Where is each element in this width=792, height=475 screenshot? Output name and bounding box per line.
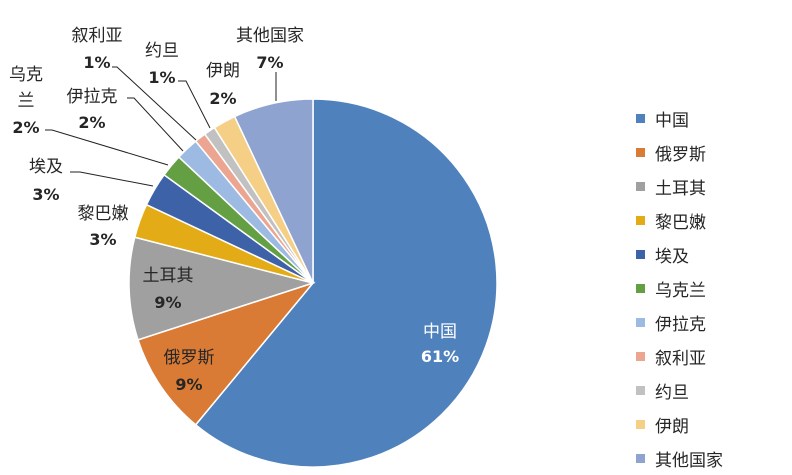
legend-swatch-icon	[636, 215, 645, 225]
svg-text:兰: 兰	[18, 91, 35, 111]
svg-text:乌克: 乌克	[9, 65, 43, 85]
label-jordan: 约旦 1%	[145, 41, 179, 87]
legend-item: 俄罗斯	[636, 135, 723, 169]
svg-text:伊拉克: 伊拉克	[67, 87, 118, 107]
svg-text:黎巴嫩: 黎巴嫩	[78, 204, 129, 224]
legend-item: 伊朗	[636, 407, 723, 441]
svg-text:俄罗斯: 俄罗斯	[164, 348, 215, 368]
legend-swatch-icon	[636, 317, 645, 327]
legend-label: 埃及	[655, 246, 689, 267]
legend-item: 其他国家	[636, 441, 723, 475]
legend-item: 叙利亚	[636, 339, 723, 373]
legend-item: 伊拉克	[636, 305, 723, 339]
svg-text:土耳其: 土耳其	[143, 266, 194, 286]
svg-text:61%: 61%	[421, 347, 459, 366]
label-iraq: 伊拉克 2%	[67, 87, 118, 132]
legend-swatch-icon	[636, 385, 645, 395]
legend-swatch-icon	[636, 351, 645, 361]
label-others: 其他国家 7%	[236, 26, 304, 72]
svg-text:其他国家: 其他国家	[236, 26, 304, 46]
label-iran: 伊朗 2%	[206, 61, 240, 108]
legend-item: 土耳其	[636, 169, 723, 203]
svg-text:7%: 7%	[256, 53, 283, 72]
svg-text:1%: 1%	[83, 53, 110, 72]
label-china: 中国 61%	[421, 322, 459, 366]
legend-item: 乌克兰	[636, 271, 723, 305]
leader-line-jordan	[178, 80, 211, 129]
legend-label: 约旦	[655, 382, 689, 403]
legend-swatch-icon	[636, 181, 645, 191]
pie-slice	[194, 98, 498, 468]
pie-slice	[137, 281, 316, 426]
pie-slice	[233, 98, 314, 284]
svg-text:3%: 3%	[32, 185, 59, 204]
label-syria: 叙利亚 1%	[72, 26, 123, 72]
leader-lines	[45, 66, 277, 187]
svg-text:埃及: 埃及	[29, 157, 63, 177]
pie-slice	[128, 236, 316, 341]
legend-label: 伊拉克	[655, 314, 706, 335]
label-ukraine: 乌克 兰 2%	[9, 65, 43, 137]
pie-slices	[128, 98, 498, 468]
svg-text:9%: 9%	[154, 293, 181, 312]
legend-label: 叙利亚	[655, 348, 706, 369]
svg-text:约旦: 约旦	[145, 41, 179, 61]
legend-swatch-icon	[636, 113, 645, 123]
legend-item: 约旦	[636, 373, 723, 407]
svg-text:2%: 2%	[78, 113, 105, 132]
legend-swatch-icon	[636, 453, 645, 463]
legend-label: 伊朗	[655, 416, 689, 437]
leader-line-egypt	[70, 171, 154, 187]
legend-label: 乌克兰	[655, 280, 706, 301]
svg-text:伊朗: 伊朗	[206, 61, 240, 81]
svg-text:9%: 9%	[175, 375, 202, 394]
legend-item: 黎巴嫩	[636, 203, 723, 237]
chart-legend: 中国俄罗斯土耳其黎巴嫩埃及乌克兰伊拉克叙利亚约旦伊朗其他国家	[636, 101, 723, 475]
label-russia: 俄罗斯 9%	[164, 348, 215, 394]
leader-line-iraq	[127, 97, 184, 152]
legend-label: 土耳其	[655, 178, 706, 199]
legend-swatch-icon	[636, 147, 645, 157]
legend-swatch-icon	[636, 249, 645, 259]
svg-text:2%: 2%	[209, 89, 236, 108]
leader-line-ukraine	[45, 129, 169, 166]
legend-label: 中国	[655, 110, 689, 131]
legend-swatch-icon	[636, 283, 645, 293]
leader-line-syria	[112, 66, 197, 141]
label-turkey: 土耳其 9%	[143, 266, 194, 312]
label-lebanon: 黎巴嫩 3%	[78, 204, 129, 249]
legend-item: 中国	[636, 101, 723, 135]
svg-text:3%: 3%	[89, 230, 116, 249]
legend-label: 俄罗斯	[655, 144, 706, 165]
svg-text:中国: 中国	[423, 322, 457, 342]
legend-swatch-icon	[636, 419, 645, 429]
svg-text:叙利亚: 叙利亚	[72, 26, 123, 46]
legend-label: 黎巴嫩	[655, 212, 706, 233]
svg-text:1%: 1%	[148, 68, 175, 87]
label-egypt: 埃及 3%	[29, 157, 63, 204]
legend-item: 埃及	[636, 237, 723, 271]
legend-label: 其他国家	[655, 450, 723, 471]
svg-text:2%: 2%	[12, 118, 39, 137]
